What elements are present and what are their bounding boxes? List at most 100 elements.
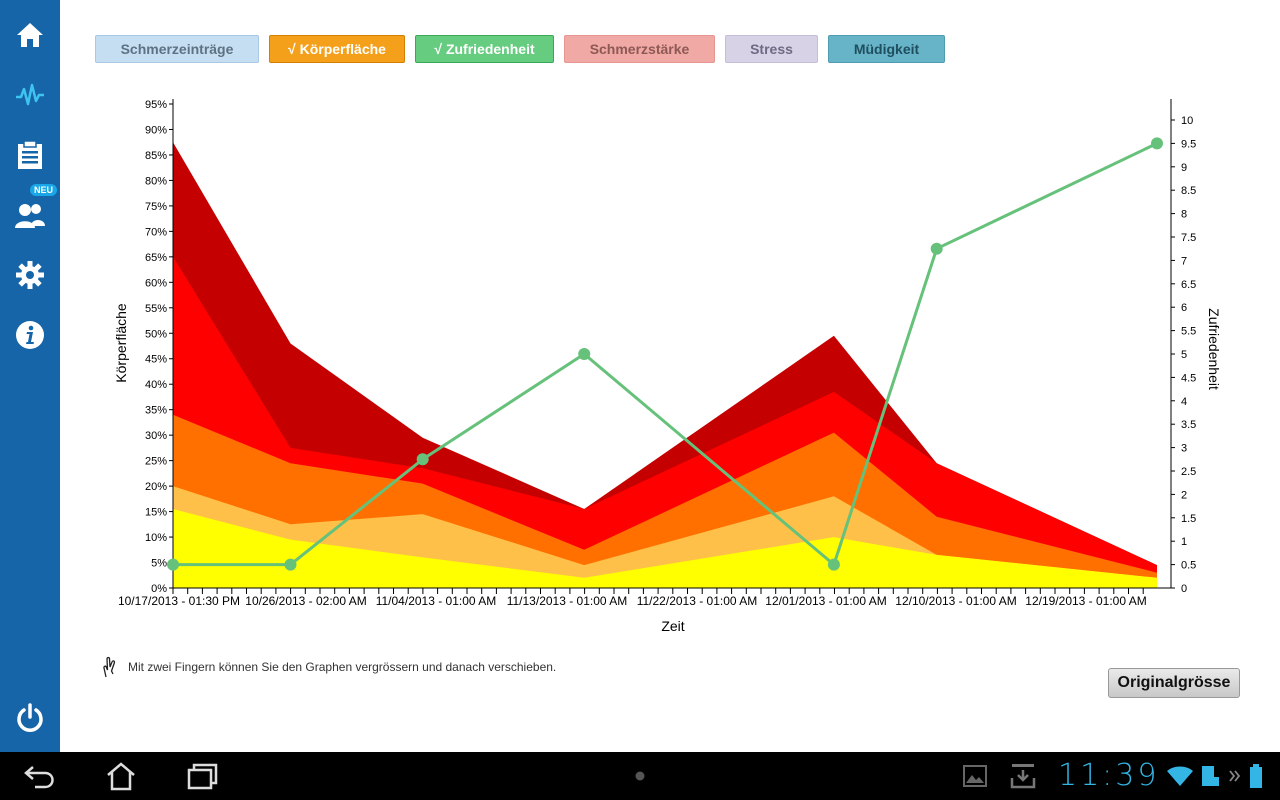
power-button[interactable] xyxy=(0,693,60,743)
notification-expand[interactable] xyxy=(1228,760,1242,792)
left-tick-label: 45% xyxy=(145,354,167,366)
right-tick-label: 4 xyxy=(1181,396,1187,408)
battery-status xyxy=(1248,760,1264,792)
filter-zufriedenheit[interactable]: √ Zufriedenheit xyxy=(415,35,554,63)
power-icon xyxy=(17,703,43,732)
right-tick-label: 1 xyxy=(1181,536,1187,548)
left-tick-label: 90% xyxy=(145,124,167,136)
left-axis-title: Körperfläche xyxy=(113,303,129,383)
right-tick-label: 4.5 xyxy=(1181,372,1196,384)
right-tick-label: 5 xyxy=(1181,349,1187,361)
satisfaction-point xyxy=(578,348,591,360)
right-tick-label: 3.5 xyxy=(1181,419,1196,431)
filter-koerperflaeche[interactable]: √ Körperfläche xyxy=(269,35,405,63)
left-tick-label: 10% xyxy=(145,532,167,544)
sidebar-item-diary[interactable] xyxy=(0,130,60,180)
right-tick-label: 7.5 xyxy=(1181,232,1196,244)
download-notification[interactable] xyxy=(1010,760,1036,792)
left-tick-label: 25% xyxy=(145,456,167,468)
left-tick-label: 15% xyxy=(145,507,167,519)
right-tick-label: 8.5 xyxy=(1181,185,1196,197)
right-tick-label: 7 xyxy=(1181,255,1187,267)
right-tick-label: 0.5 xyxy=(1181,560,1196,572)
wifi-icon xyxy=(1167,766,1193,786)
recent-apps-icon xyxy=(187,763,218,790)
sim-status xyxy=(1198,760,1222,792)
right-tick-label: 3 xyxy=(1181,443,1187,455)
x-tick-label: 10/26/2013 - 02:00 AM xyxy=(245,594,366,608)
left-tick-label: 50% xyxy=(145,328,167,340)
left-tick-label: 95% xyxy=(145,99,167,111)
right-tick-label: 5.5 xyxy=(1181,326,1196,338)
area-series-1 xyxy=(173,509,1157,588)
screenshot-notification[interactable] xyxy=(962,760,988,792)
satisfaction-point xyxy=(284,558,297,571)
right-axis-title: Zufriedenheit xyxy=(1206,308,1222,390)
left-tick-label: 0% xyxy=(151,583,167,595)
sidebar-item-settings[interactable] xyxy=(0,250,60,300)
right-tick-label: 9.5 xyxy=(1181,138,1196,150)
home-nav-button[interactable] xyxy=(104,760,138,792)
users-icon xyxy=(15,204,45,228)
gesture-hint: Mit zwei Fingern können Sie den Graphen … xyxy=(100,655,556,679)
x-tick-label: 11/13/2013 - 01:00 AM xyxy=(507,594,628,608)
info-icon xyxy=(16,321,44,349)
back-button[interactable] xyxy=(22,760,58,792)
x-tick-label: 11/04/2013 - 01:00 AM xyxy=(376,594,497,608)
filter-muedigkeit[interactable]: Müdigkeit xyxy=(828,35,945,63)
image-icon xyxy=(963,765,987,787)
x-tick-label: 11/22/2013 - 01:00 AM xyxy=(637,594,758,608)
gear-icon xyxy=(16,261,44,289)
sidebar-item-chart[interactable] xyxy=(0,70,60,120)
wifi-status xyxy=(1166,760,1194,792)
left-tick-label: 80% xyxy=(145,175,167,187)
sidebar-item-info[interactable] xyxy=(0,310,60,360)
satisfaction-point xyxy=(167,558,179,571)
menu-dot[interactable] xyxy=(634,760,646,792)
new-badge: NEU xyxy=(30,184,58,196)
x-tick-label: 12/10/2013 - 01:00 AM xyxy=(895,594,1016,608)
left-tick-label: 70% xyxy=(145,226,167,238)
dot-icon xyxy=(635,771,645,781)
right-tick-label: 2 xyxy=(1181,489,1187,501)
recent-apps-button[interactable] xyxy=(185,760,219,792)
gesture-hint-text: Mit zwei Fingern können Sie den Graphen … xyxy=(128,660,557,674)
battery-icon xyxy=(1250,764,1262,788)
left-tick-label: 20% xyxy=(145,481,167,493)
sidebar-item-users[interactable]: NEU xyxy=(0,184,60,240)
clipboard-icon xyxy=(18,140,42,169)
x-tick-label: 12/19/2013 - 01:00 AM xyxy=(1025,594,1146,608)
home-outline-icon xyxy=(107,762,135,791)
satisfaction-point xyxy=(930,242,943,255)
right-tick-label: 6 xyxy=(1181,302,1187,314)
x-tick-label: 10/17/2013 - 01:30 PM xyxy=(118,594,240,608)
right-tick-label: 0 xyxy=(1181,583,1187,595)
left-tick-label: 75% xyxy=(145,201,167,213)
filter-schmerzstaerke[interactable]: Schmerzstärke xyxy=(564,35,715,63)
filter-stress[interactable]: Stress xyxy=(725,35,818,63)
filter-schmerzeintraege[interactable]: Schmerzeinträge xyxy=(95,35,259,63)
status-clock: 11:39 xyxy=(1058,758,1160,793)
satisfaction-point xyxy=(1151,137,1163,150)
right-tick-label: 8 xyxy=(1181,209,1187,221)
x-axis-title: Zeit xyxy=(661,618,684,634)
double-chevron-icon xyxy=(1229,770,1241,782)
body-area-satisfaction-chart[interactable]: 0% 5% 10% 15% 20% 25% 30% 35% 40% 45% 50% 55% 60% 65%… xyxy=(100,90,1240,650)
system-navigation-bar xyxy=(0,752,1280,800)
x-tick-label: 12/01/2013 - 01:00 AM xyxy=(765,594,886,608)
download-icon xyxy=(1010,764,1036,789)
right-tick-label: 6.5 xyxy=(1181,279,1196,291)
sidebar-item-home[interactable] xyxy=(0,10,60,60)
satisfaction-point xyxy=(827,558,840,571)
sidebar: NEU xyxy=(0,0,60,752)
right-tick-label: 10 xyxy=(1181,115,1193,127)
left-tick-label: 65% xyxy=(145,252,167,264)
home-icon xyxy=(17,23,43,47)
right-tick-label: 9 xyxy=(1181,162,1187,174)
left-tick-label: 55% xyxy=(145,303,167,315)
original-size-button[interactable]: Originalgrösse xyxy=(1108,668,1240,698)
left-tick-label: 60% xyxy=(145,277,167,289)
left-tick-label: 30% xyxy=(145,430,167,442)
pulse-icon xyxy=(16,83,44,106)
left-tick-label: 85% xyxy=(145,150,167,162)
